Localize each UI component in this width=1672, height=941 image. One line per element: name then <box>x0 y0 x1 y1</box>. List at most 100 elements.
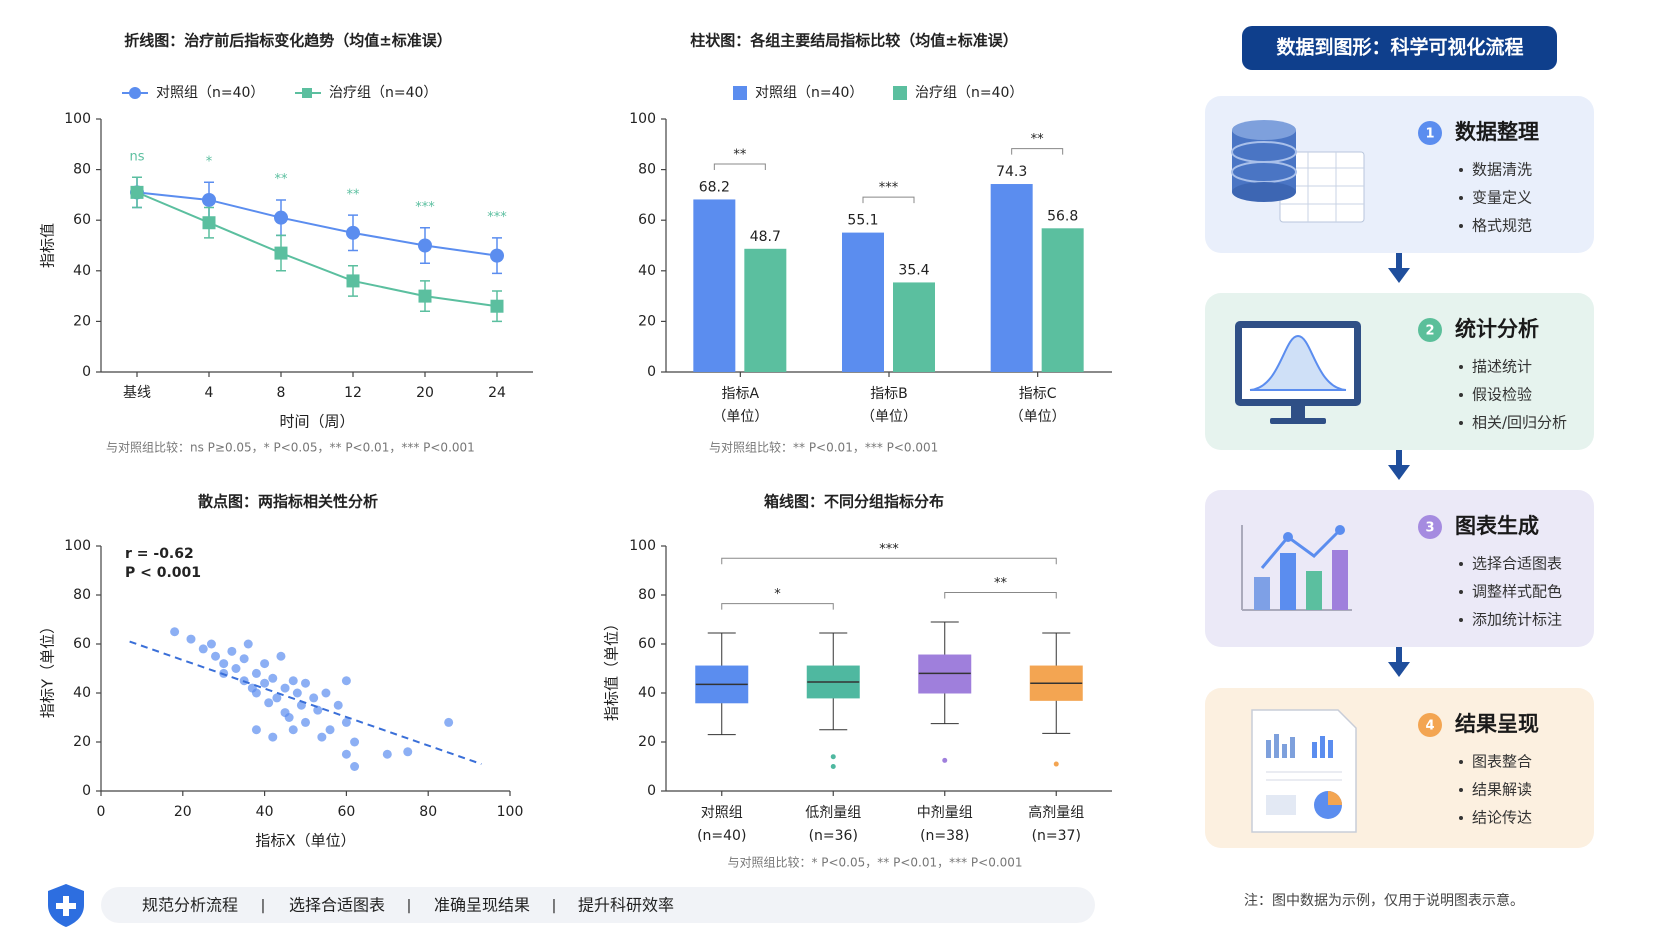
significance-bracket <box>713 163 766 171</box>
point <box>341 676 351 686</box>
point <box>333 700 343 710</box>
icon-document-part-part <box>1290 737 1295 758</box>
annotation: r = -0.62 <box>125 546 194 562</box>
series-line <box>136 191 498 308</box>
icon-document-part <box>1328 791 1342 805</box>
y-tick-label: 40 <box>73 263 91 279</box>
point <box>276 651 286 661</box>
point <box>301 678 310 688</box>
value-label: 68.2 <box>699 179 730 195</box>
y-axis-label: 指标值（单位） <box>603 616 621 721</box>
trend-line <box>129 640 482 765</box>
point <box>309 693 319 703</box>
marker <box>346 225 360 240</box>
footer-item: 选择合适图表 <box>289 896 385 915</box>
y-tick-label: 60 <box>638 212 656 228</box>
x-tick-label: 80 <box>419 804 437 820</box>
bullet <box>1459 196 1463 200</box>
bullet <box>1459 421 1463 425</box>
significance-bracket <box>862 196 915 204</box>
y-tick-label: 40 <box>638 685 656 701</box>
legend-label: 治疗组（n=40） <box>329 85 437 101</box>
x-tick-label: 高剂量组 <box>1028 804 1084 821</box>
significance: * <box>774 587 781 602</box>
y-tick-label: 40 <box>73 685 91 701</box>
bullet <box>1459 618 1463 622</box>
significance: * <box>206 155 213 170</box>
icon-monitor <box>1235 321 1361 424</box>
point <box>341 717 351 727</box>
x-tick-label: 对照组 <box>701 805 743 821</box>
point <box>444 717 454 727</box>
y-axis-label: 指标Y（单位） <box>39 619 57 718</box>
bar <box>990 184 1033 372</box>
legend-swatch <box>893 86 907 100</box>
step-item: 假设检验 <box>1472 386 1532 404</box>
footer-separators-part: | <box>261 898 266 914</box>
icon-database-part <box>1232 182 1296 202</box>
x-tick-label: 8 <box>277 385 286 401</box>
y-tick-label: 100 <box>64 538 91 554</box>
point <box>382 749 392 759</box>
icon-bar-chart-part <box>1335 525 1345 535</box>
y-tick-label: 60 <box>73 636 91 652</box>
x-tick-label: 0 <box>97 804 106 820</box>
footer-separators-part: | <box>552 898 557 914</box>
icon-database-part <box>1232 120 1296 140</box>
step-number: 1 <box>1425 127 1434 142</box>
significance: *** <box>487 210 507 225</box>
y-tick-label: 100 <box>64 111 91 127</box>
marker <box>346 274 360 288</box>
icon-document-part-part <box>1274 734 1279 758</box>
marker <box>490 299 504 313</box>
significance: ** <box>275 172 289 187</box>
bullet <box>1459 224 1463 228</box>
point <box>284 713 294 722</box>
y-tick-label: 60 <box>73 212 91 228</box>
step-number: 3 <box>1425 521 1434 536</box>
step-item: 相关/回归分析 <box>1472 414 1567 432</box>
annotation: P < 0.001 <box>125 565 201 581</box>
x-axis-label: 时间（周） <box>279 413 354 431</box>
significance: *** <box>879 542 899 557</box>
significance-bracket <box>721 557 1057 565</box>
icon-document-part-part <box>1282 744 1287 758</box>
significance-bracket <box>721 603 834 610</box>
step-box <box>1205 490 1594 647</box>
marker <box>202 216 216 230</box>
y-tick-label: 0 <box>647 783 656 799</box>
outlier <box>942 757 948 763</box>
point <box>350 737 360 747</box>
significance: ns <box>129 149 144 164</box>
footer-note: 注：图中数据为示例，仅用于说明图表示意。 <box>1244 892 1524 909</box>
x-tick-label: (n=36) <box>809 828 858 844</box>
x-tick-label: 基线 <box>123 384 151 401</box>
point <box>280 683 290 693</box>
x-tick-label: (n=40) <box>697 828 746 844</box>
x-tick-label: 指标A <box>722 386 760 402</box>
point <box>219 659 229 669</box>
y-tick-label: 20 <box>638 734 656 750</box>
flow-title-box <box>1242 26 1557 70</box>
flow-arrows-part <box>1396 253 1402 270</box>
y-tick-label: 80 <box>73 162 91 178</box>
outlier <box>830 764 836 769</box>
bar <box>693 199 736 372</box>
icon-bar-chart-part <box>1332 550 1348 610</box>
value-label: 48.7 <box>750 229 781 245</box>
point <box>243 639 253 649</box>
value-label: 56.8 <box>1047 208 1078 224</box>
chart-title: 柱状图：各组主要结局指标比较（均值±标准误） <box>690 32 1018 50</box>
x-tick-label: 指标C <box>1019 386 1057 402</box>
bullet <box>1459 590 1463 594</box>
bullet <box>1459 393 1463 397</box>
icon-database <box>1231 120 1365 223</box>
value-label: 55.1 <box>847 213 878 229</box>
value-label: 74.3 <box>996 164 1027 180</box>
step-title: 统计分析 <box>1455 317 1539 341</box>
step-badge <box>1418 713 1442 737</box>
x-tick-label: 24 <box>488 385 506 401</box>
footer-bar <box>101 887 1095 923</box>
icon-document-part <box>1266 734 1295 758</box>
point <box>272 693 282 703</box>
